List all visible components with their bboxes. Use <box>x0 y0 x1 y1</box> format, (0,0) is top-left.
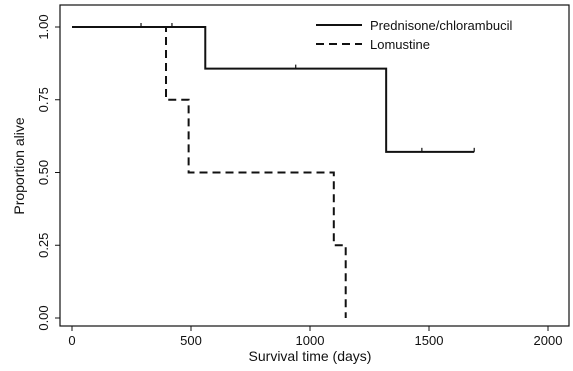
x-tick-label: 0 <box>68 333 75 348</box>
legend-item: Lomustine <box>316 37 430 52</box>
series-layer <box>72 23 475 318</box>
plot-border <box>59 4 570 327</box>
legend-label: Lomustine <box>370 37 430 52</box>
x-tick-label: 2000 <box>534 333 563 348</box>
y-tick-label: 0.50 <box>36 160 51 185</box>
y-axis-title: Proportion alive <box>11 117 27 214</box>
series-line <box>72 26 347 318</box>
y-tick-label: 0.00 <box>36 305 51 330</box>
series-1 <box>72 23 475 153</box>
y-axis: 0.00 0.25 0.50 0.75 1.00 <box>36 14 60 331</box>
x-tick-label: 500 <box>180 333 202 348</box>
legend-item: Prednisone/chlorambucil <box>316 18 512 33</box>
legend-label: Prednisone/chlorambucil <box>370 18 512 33</box>
x-tick-label: 1500 <box>415 333 444 348</box>
plot-frame <box>59 4 570 327</box>
x-tick-label: 1000 <box>296 333 325 348</box>
legend: Prednisone/chlorambucil Lomustine <box>316 18 512 52</box>
y-tick-label: 0.25 <box>36 233 51 258</box>
x-axis-title: Survival time (days) <box>249 348 372 364</box>
y-tick-label: 0.75 <box>36 87 51 112</box>
x-axis: 0 500 1000 1500 2000 <box>68 326 562 348</box>
y-tick-label: 1.00 <box>36 14 51 39</box>
series-2 <box>72 26 347 318</box>
